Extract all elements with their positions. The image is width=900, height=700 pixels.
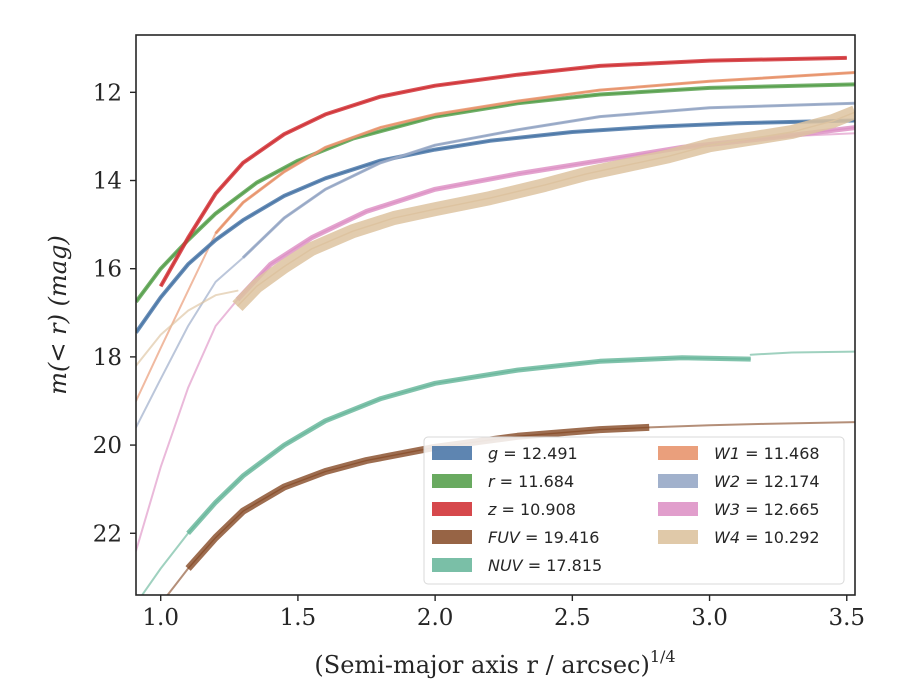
- series-band-w1: [214, 71, 855, 235]
- y-tick-label: 12: [93, 80, 122, 106]
- legend-equals: =: [523, 556, 547, 575]
- series-extension-line: [136, 289, 239, 367]
- legend-swatch-r: [432, 474, 472, 488]
- y-tick-label: 16: [93, 257, 122, 283]
- series-line-w4: [236, 111, 855, 307]
- legend-swatch-w1: [658, 446, 698, 460]
- x-tick-label: 1.0: [142, 605, 179, 631]
- series-extension-line: [136, 232, 217, 402]
- legend-var: FUV: [488, 528, 521, 547]
- legend: g = 12.491 r = 11.684 z = 10.908 FUV = 19.4…: [423, 436, 845, 585]
- legend-value: 11.468: [764, 444, 820, 463]
- x-axis-label-text: (Semi-major axis r / arcsec): [314, 651, 649, 679]
- legend-value: 17.815: [546, 556, 602, 575]
- legend-var: W3: [714, 500, 740, 519]
- series-line-fuv: [187, 426, 650, 569]
- legend-value: 10.292: [764, 528, 820, 547]
- legend-label-g: g = 12.491: [488, 444, 578, 463]
- legend-equals: =: [495, 472, 519, 491]
- legend-equals: =: [496, 500, 520, 519]
- legend-equals: =: [740, 444, 764, 463]
- x-axis-label-exponent: 1/4: [650, 647, 676, 666]
- series-extension-line: [749, 350, 855, 356]
- legend-value: 11.684: [518, 472, 574, 491]
- legend-value: 10.908: [520, 500, 576, 519]
- y-tick-label: 20: [93, 433, 122, 459]
- x-tick-label: 3.0: [691, 605, 728, 631]
- legend-value: 19.416: [543, 528, 599, 547]
- series-band-w4: [232, 105, 855, 312]
- legend-value: 12.665: [764, 500, 820, 519]
- series-line-g: [136, 119, 855, 334]
- plot-frame: [135, 34, 856, 596]
- x-axis-label: (Semi-major axis r / arcsec)1/4: [314, 647, 675, 679]
- legend-equals: =: [740, 472, 764, 491]
- series-extension-line: [648, 421, 855, 429]
- legend-var: W1: [714, 444, 740, 463]
- series-line-w3: [236, 126, 855, 301]
- series-extension-line: [136, 298, 239, 552]
- legend-label-w4: W4 = 10.292: [714, 528, 820, 547]
- legend-var: z: [487, 500, 497, 519]
- series-band-z: [158, 55, 847, 288]
- legend-var: r: [488, 472, 496, 491]
- legend-var: W2: [714, 472, 740, 491]
- ticks-layer: 1.0 1.5 2.0 2.5 3.0 3.5 12 14 16 18 20 22: [93, 80, 865, 631]
- legend-var: W4: [714, 528, 740, 547]
- legend-label-r: r = 11.684: [488, 472, 574, 491]
- legend-swatch-w2: [658, 474, 698, 488]
- x-tick-label: 2.5: [554, 605, 591, 631]
- legend-label-w1: W1 = 11.468: [714, 444, 820, 463]
- series-extension-line: [136, 256, 244, 429]
- legend-box: [423, 436, 845, 585]
- legend-equals: =: [740, 528, 764, 547]
- legend-swatch-w3: [658, 502, 698, 516]
- y-axis-label: m(< r) (mag): [44, 235, 72, 394]
- legend-value: 12.174: [764, 472, 820, 491]
- x-tick-label: 3.5: [828, 605, 865, 631]
- legend-swatch-fuv: [432, 530, 472, 544]
- series-line-w1: [215, 71, 855, 234]
- series-line-nuv: [187, 357, 751, 534]
- legend-swatch-w4: [658, 530, 698, 544]
- series-line-z: [160, 57, 847, 287]
- legend-label-z: z = 10.908: [487, 500, 576, 519]
- y-tick-label: 14: [93, 169, 122, 195]
- legend-equals: =: [520, 528, 544, 547]
- legend-label-w3: W3 = 12.665: [714, 500, 820, 519]
- legend-swatch-g: [432, 446, 472, 460]
- series-extension-line: [140, 532, 190, 595]
- legend-equals: =: [498, 444, 522, 463]
- legend-label-fuv: FUV = 19.416: [488, 528, 599, 547]
- legend-equals: =: [740, 500, 764, 519]
- legend-var: g: [488, 444, 498, 463]
- series-layer: [136, 55, 855, 595]
- labels-layer: (Semi-major axis r / arcsec)1/4 m(< r) (m…: [44, 235, 676, 679]
- legend-swatch-z: [432, 502, 472, 516]
- y-tick-label: 18: [93, 345, 122, 371]
- series-extension-line: [166, 567, 190, 595]
- legend-label-nuv: NUV = 17.815: [488, 556, 602, 575]
- y-tick-label: 22: [93, 521, 122, 547]
- legend-label-w2: W2 = 12.174: [714, 472, 820, 491]
- series-band-w3: [235, 125, 855, 302]
- x-tick-label: 1.5: [280, 605, 317, 631]
- x-tick-label: 2.0: [417, 605, 454, 631]
- legend-value: 12.491: [522, 444, 578, 463]
- legend-var: NUV: [488, 556, 524, 575]
- series-line-w2: [242, 102, 855, 259]
- legend-swatch-nuv: [432, 558, 472, 572]
